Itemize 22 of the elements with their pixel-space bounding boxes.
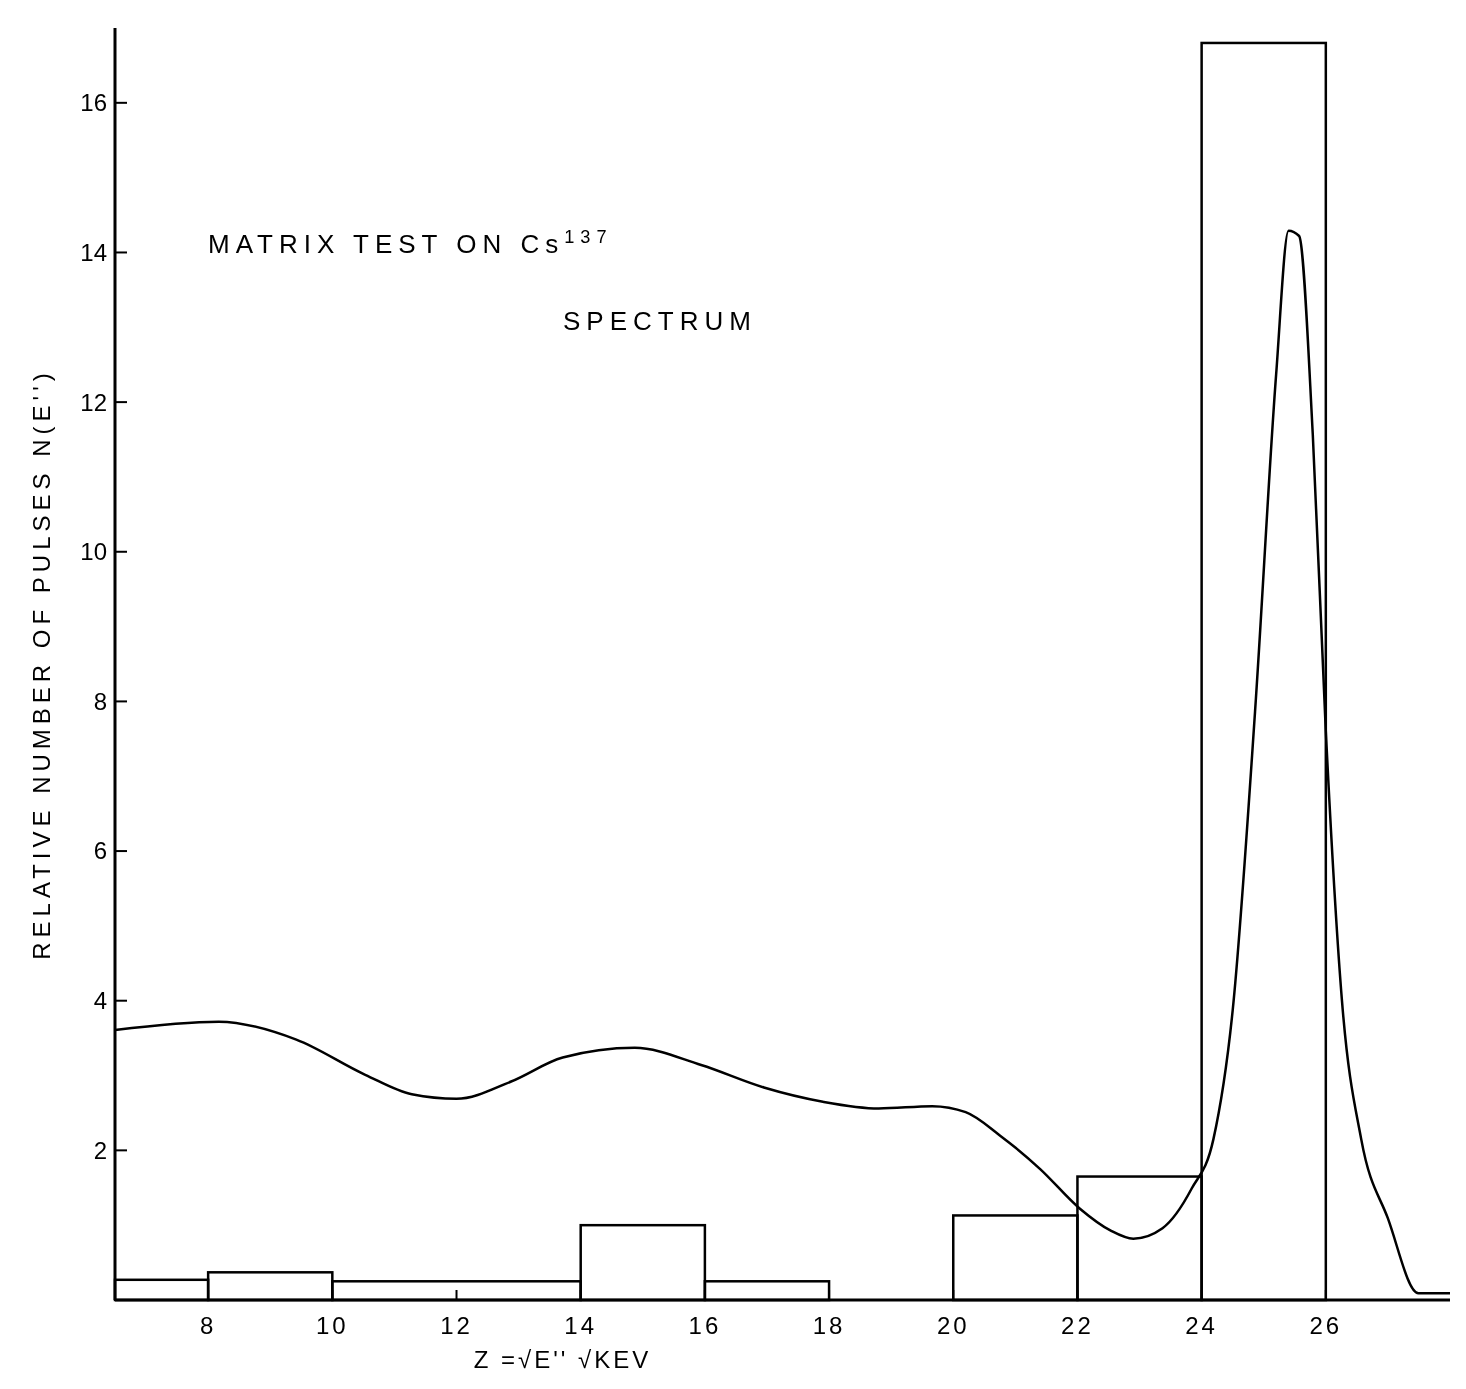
y-tick-label: 6 xyxy=(93,837,107,865)
x-tick-label: 24 xyxy=(1185,1312,1218,1339)
y-axis-title: RELATIVE NUMBER OF PULSES N(E'') xyxy=(28,368,55,960)
x-tick-label: 18 xyxy=(812,1312,846,1339)
y-tick-label: 2 xyxy=(93,1136,107,1164)
annotation: MATRIX TEST ON Cs$^{137}$ xyxy=(208,227,613,259)
y-tick-label: 4 xyxy=(93,987,107,1015)
x-tick-label: 12 xyxy=(440,1312,473,1339)
x-tick-label: 26 xyxy=(1309,1312,1343,1339)
x-tick-label: 16 xyxy=(688,1312,722,1339)
x-tick-label: 8 xyxy=(199,1312,217,1339)
x-axis-title: Z =√E'' √KEV xyxy=(473,1346,652,1373)
annotation: SPECTRUM xyxy=(563,306,757,336)
y-tick-label: 10 xyxy=(80,538,107,566)
y-tick-label: 8 xyxy=(93,687,107,715)
y-tick-label: 12 xyxy=(80,388,107,416)
y-tick-label: 14 xyxy=(80,238,107,266)
y-tick-label: 16 xyxy=(80,89,107,117)
x-tick-label: 22 xyxy=(1061,1312,1094,1339)
x-tick-label: 10 xyxy=(315,1312,349,1339)
x-tick-label: 20 xyxy=(936,1312,970,1339)
x-tick-label: 14 xyxy=(564,1312,598,1339)
